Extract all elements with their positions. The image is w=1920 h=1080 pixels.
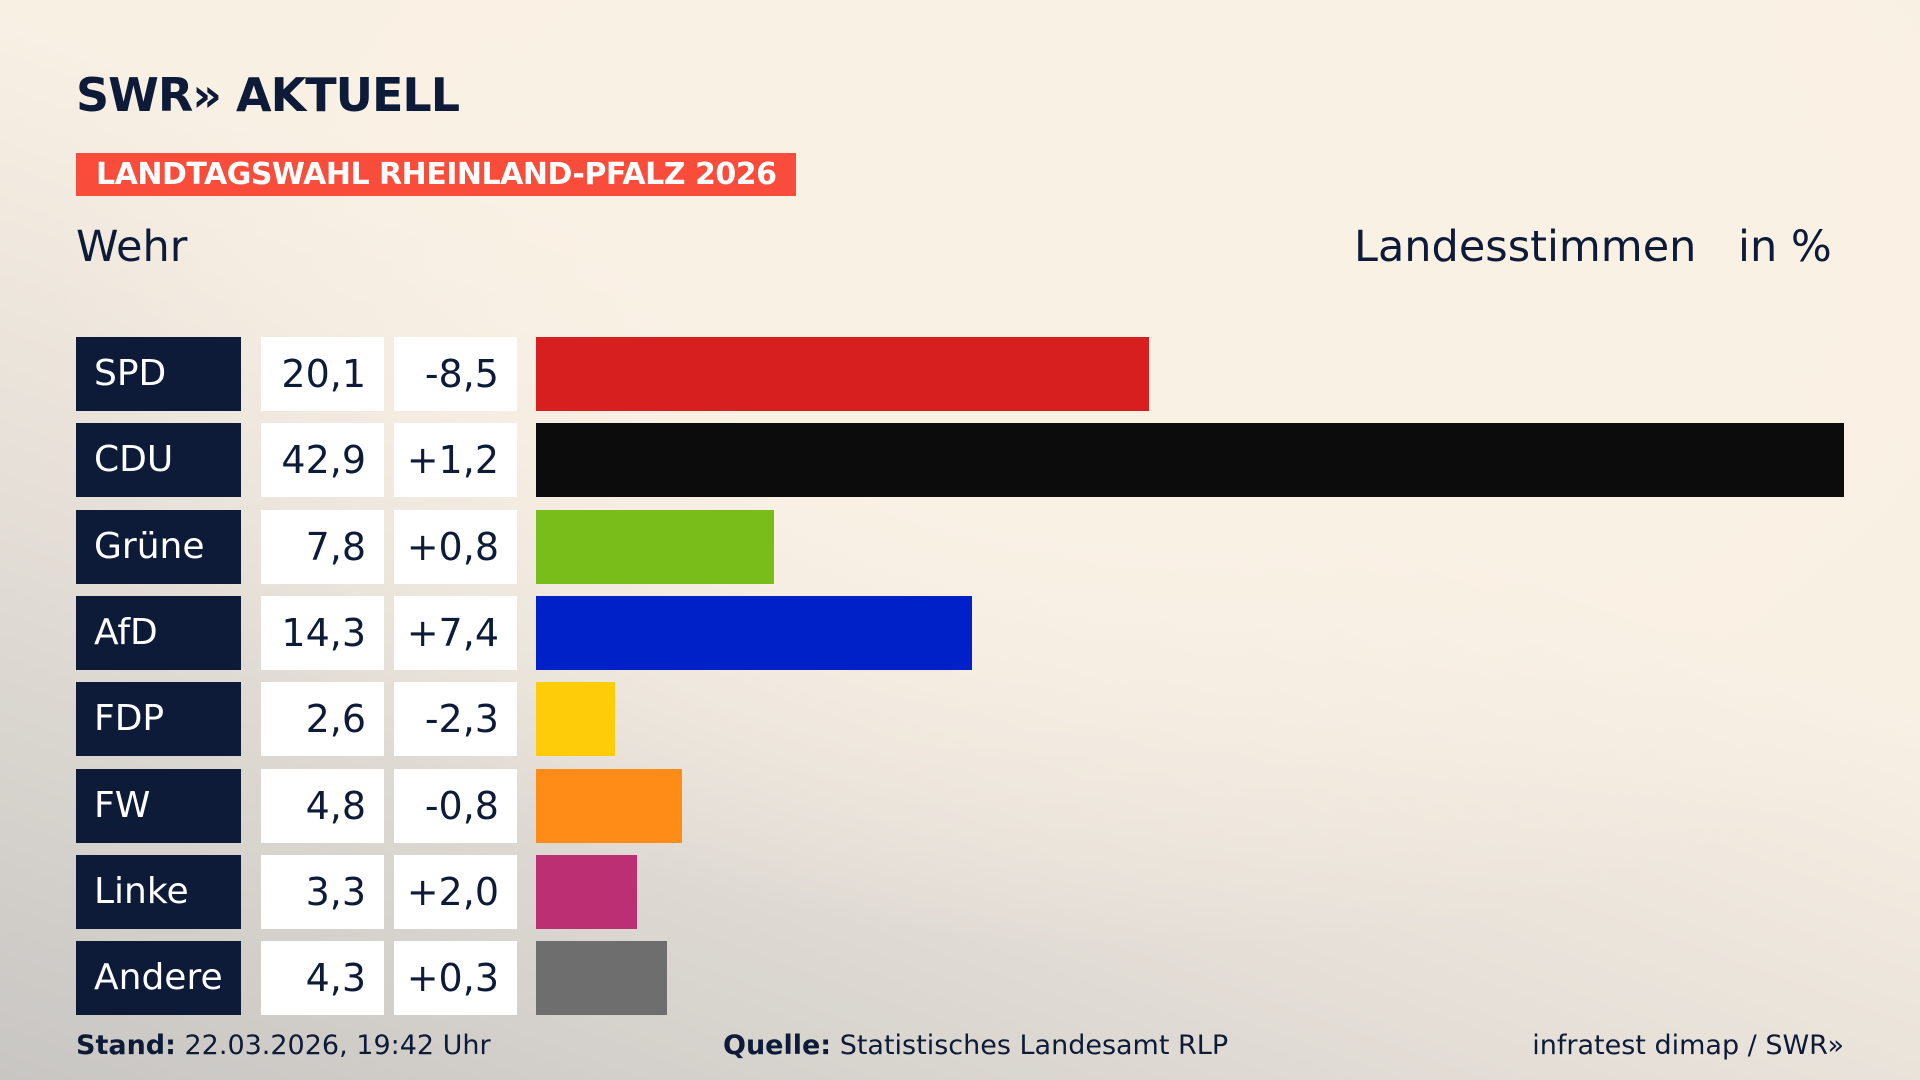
- value-label: 14,3: [261, 595, 384, 670]
- election-banner: LANDTAGSWAHL RHEINLAND-PFALZ 2026: [76, 153, 797, 196]
- value-label: 42,9: [261, 423, 384, 498]
- votes-label: Landesstimmen: [1354, 222, 1697, 272]
- source: Quelle: Statistisches Landesamt RLP: [723, 1030, 1228, 1061]
- region-title: Wehr: [76, 222, 188, 272]
- stand-value: 22.03.2026, 19:42 Uhr: [175, 1030, 491, 1061]
- party-label: SPD: [76, 337, 241, 411]
- value-label: 7,8: [261, 509, 384, 584]
- party-label: FW: [76, 768, 241, 843]
- party-label: AfD: [76, 595, 241, 670]
- value-label: 4,8: [261, 768, 384, 843]
- diff-label: -0,8: [394, 768, 517, 843]
- unit-label: in %: [1738, 222, 1832, 272]
- diff-label: +2,0: [394, 854, 517, 929]
- bar-fw: [536, 768, 683, 843]
- bar-andere: [536, 941, 668, 1016]
- party-label: Linke: [76, 854, 241, 929]
- bar-grüne: [536, 509, 774, 584]
- timestamp: Stand: 22.03.2026, 19:42 Uhr: [76, 1030, 491, 1061]
- diff-label: -8,5: [394, 337, 517, 411]
- value-label: 3,3: [261, 854, 384, 929]
- diff-label: +7,4: [394, 595, 517, 670]
- bar-cdu: [536, 423, 1844, 498]
- credit: infratest dimap / SWR»: [1532, 1030, 1844, 1061]
- stand-label: Stand:: [76, 1030, 176, 1061]
- bar-fdp: [536, 682, 616, 757]
- bar-spd: [536, 337, 1149, 411]
- source-value: Statistisches Landesamt RLP: [831, 1030, 1229, 1061]
- party-label: FDP: [76, 682, 241, 757]
- party-label: Andere: [76, 941, 241, 1016]
- source-label: Quelle:: [723, 1030, 832, 1061]
- value-label: 4,3: [261, 941, 384, 1016]
- diff-label: -2,3: [394, 682, 517, 757]
- party-label: CDU: [76, 423, 241, 498]
- diff-label: +0,3: [394, 941, 517, 1016]
- bar-afd: [536, 595, 972, 670]
- diff-label: +1,2: [394, 423, 517, 498]
- value-label: 2,6: [261, 682, 384, 757]
- bar-linke: [536, 854, 637, 929]
- swr-aktuell-logo: SWR» AKTUELL: [76, 68, 460, 122]
- diff-label: +0,8: [394, 509, 517, 584]
- party-label: Grüne: [76, 509, 241, 584]
- value-label: 20,1: [261, 337, 384, 411]
